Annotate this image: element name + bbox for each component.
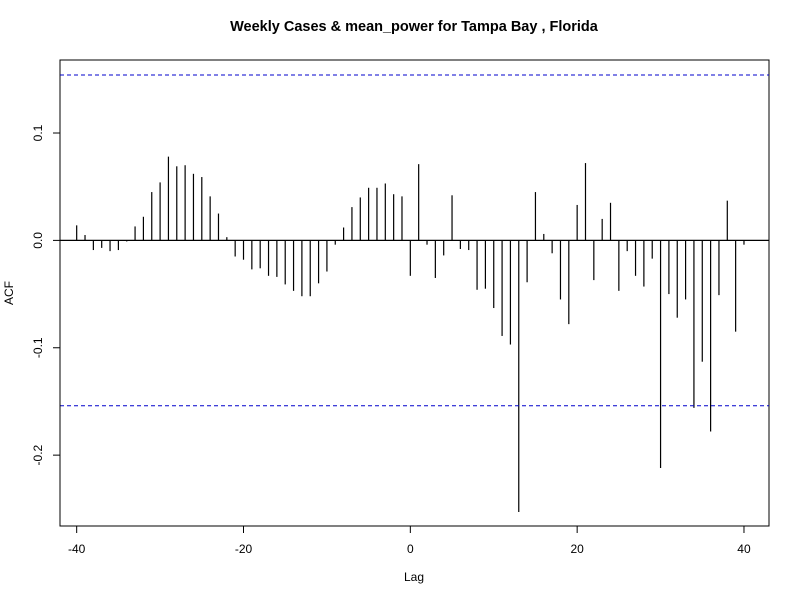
plot-frame	[59, 59, 770, 527]
y-axis-label: ACF	[2, 281, 16, 305]
y-tick-label: -0.2	[31, 444, 45, 465]
x-tick-label: 20	[570, 542, 584, 556]
confidence-bounds	[60, 74, 769, 407]
x-tick-label: -40	[68, 542, 86, 556]
chart-title: Weekly Cases & mean_power for Tampa Bay …	[230, 19, 599, 35]
x-tick-label: 0	[407, 542, 414, 556]
acf-bars	[76, 156, 745, 513]
y-tick-label: 0.0	[31, 232, 45, 249]
x-tick-label: 40	[737, 542, 751, 556]
x-tick-label: -20	[235, 542, 253, 556]
y-tick-label: -0.1	[31, 337, 45, 358]
x-axis: -40 -20 0 20 40	[68, 525, 751, 556]
x-axis-label: Lag	[404, 570, 424, 584]
y-axis: -0.2 -0.1 0.0 0.1	[31, 124, 61, 465]
y-tick-label: 0.1	[31, 124, 45, 141]
